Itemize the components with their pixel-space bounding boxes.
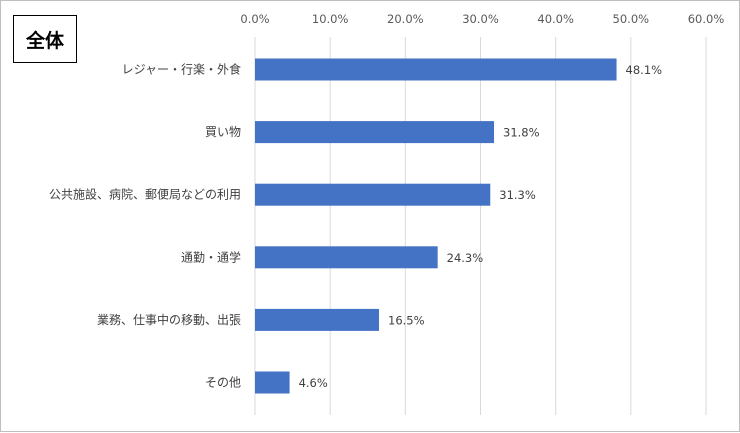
x-tick-label: 20.0%	[387, 12, 424, 26]
data-label: 16.5%	[388, 313, 425, 327]
category-label: 業務、仕事中の移動、出張	[97, 312, 241, 327]
category-label: 通勤・通学	[181, 249, 241, 264]
grid-lines	[254, 37, 707, 415]
bar	[255, 308, 380, 331]
bar	[255, 371, 290, 394]
bar	[255, 183, 491, 206]
data-labels: 48.1% 31.8% 31.3% 24.3% 16.5% 4.6%	[299, 63, 663, 390]
x-tick-label: 40.0%	[537, 12, 574, 26]
bar	[255, 58, 617, 81]
category-labels: レジャー・行楽・外食買い物公共施設、病院、郵便局などの利用通勤・通学業務、仕事中…	[49, 62, 241, 390]
data-label: 31.8%	[503, 126, 540, 140]
tick-labels: 0.0% 10.0% 20.0% 30.0% 40.0% 50.0% 60.0%	[240, 12, 724, 26]
bar	[255, 121, 495, 144]
bars	[255, 58, 617, 394]
data-label: 4.6%	[299, 376, 328, 390]
category-label: その他	[205, 376, 241, 390]
data-label: 31.3%	[499, 188, 536, 202]
data-label: 24.3%	[447, 251, 484, 265]
category-label: 公共施設、病院、郵便局などの利用	[49, 187, 241, 202]
x-tick-label: 50.0%	[613, 12, 650, 26]
chart-title: 全体	[13, 15, 77, 63]
x-tick-label: 0.0%	[240, 12, 269, 26]
category-label: 買い物	[205, 125, 241, 139]
x-tick-label: 30.0%	[462, 12, 499, 26]
category-label: レジャー・行楽・外食	[122, 62, 241, 77]
x-tick-label: 10.0%	[312, 12, 349, 26]
data-label: 48.1%	[626, 63, 663, 77]
bar	[255, 246, 438, 269]
x-tick-label: 60.0%	[688, 12, 725, 26]
